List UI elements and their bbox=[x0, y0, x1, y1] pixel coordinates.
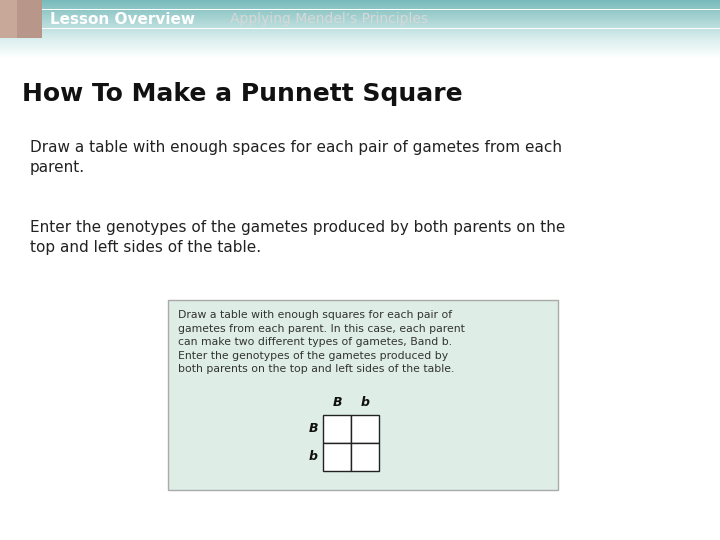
Text: B: B bbox=[308, 422, 318, 435]
Bar bbox=[0, 58, 720, 540]
Text: b: b bbox=[309, 450, 318, 463]
Bar bbox=[0, 0, 17, 38]
Text: How To Make a Punnett Square: How To Make a Punnett Square bbox=[22, 82, 463, 106]
Text: Applying Mendel’s Principles: Applying Mendel’s Principles bbox=[230, 12, 428, 26]
Bar bbox=[0, 0, 42, 38]
Text: B: B bbox=[332, 396, 342, 409]
Bar bbox=[323, 415, 351, 443]
Text: Draw a table with enough spaces for each pair of gametes from each
parent.: Draw a table with enough spaces for each… bbox=[30, 140, 562, 175]
Bar bbox=[351, 443, 379, 471]
Text: Lesson Overview: Lesson Overview bbox=[50, 11, 195, 26]
Bar bbox=[323, 443, 351, 471]
Bar bbox=[351, 415, 379, 443]
Bar bbox=[168, 300, 558, 490]
Text: b: b bbox=[361, 396, 369, 409]
Text: Enter the genotypes of the gametes produced by both parents on the
top and left : Enter the genotypes of the gametes produ… bbox=[30, 220, 565, 255]
Text: Draw a table with enough squares for each pair of
gametes from each parent. In t: Draw a table with enough squares for eac… bbox=[178, 310, 465, 374]
